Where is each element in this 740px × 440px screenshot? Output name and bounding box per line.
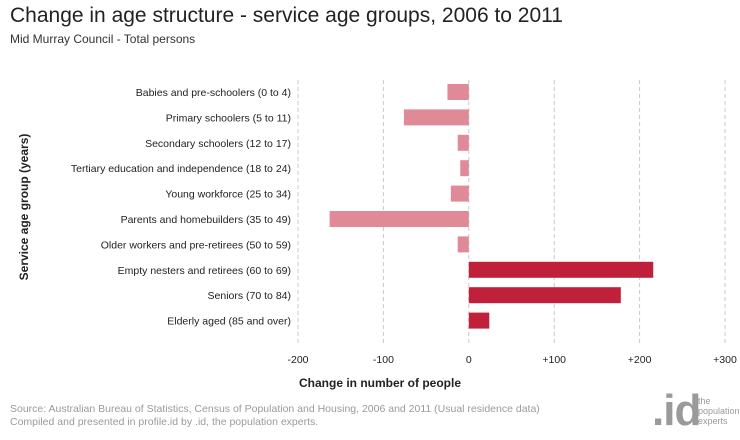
x-tick-label: -100	[373, 354, 394, 366]
y-axis-title: Service age group (years)	[17, 134, 31, 281]
compiled-note: Compiled and presented in profile.id by …	[10, 416, 319, 428]
page-title: Change in age structure - service age gr…	[10, 4, 563, 27]
category-label: Babies and pre-schoolers (0 to 4)	[136, 87, 291, 99]
tick-labels: -200 -100 0 +100 +200 +300	[287, 354, 736, 366]
bar[interactable]	[457, 236, 469, 253]
bars	[329, 84, 654, 329]
category-label: Secondary schoolers (12 to 17)	[145, 138, 291, 150]
bar[interactable]	[468, 261, 654, 278]
x-axis-title: Change in number of people	[299, 376, 461, 390]
page-subtitle: Mid Murray Council - Total persons	[10, 32, 196, 46]
id-logo[interactable]: .id the population experts	[652, 386, 740, 438]
bar[interactable]	[450, 185, 469, 202]
category-labels: Babies and pre-schoolers (0 to 4) Primary…	[71, 87, 291, 328]
category-label: Older workers and pre-retirees (50 to 59…	[101, 239, 291, 251]
bar-chart: Babies and pre-schoolers (0 to 4) Primary…	[17, 80, 737, 390]
x-tick-label: +200	[628, 354, 652, 366]
bar[interactable]	[447, 84, 469, 100]
bar[interactable]	[468, 287, 621, 304]
x-tick-label: +100	[542, 354, 566, 366]
footer: Source: Australian Bureau of Statistics,…	[10, 403, 540, 429]
category-label: Empty nesters and retirees (60 to 69)	[118, 265, 291, 277]
id-logo-tagline: the population experts	[698, 396, 740, 426]
category-label: Seniors (70 to 84)	[208, 290, 291, 302]
id-logo-mark: .id	[652, 386, 701, 435]
x-tick-label: -200	[287, 354, 308, 366]
bar[interactable]	[468, 312, 490, 329]
category-label: Young workforce (25 to 34)	[165, 189, 291, 201]
bar[interactable]	[403, 109, 469, 126]
category-label: Primary schoolers (5 to 11)	[166, 112, 291, 124]
bar[interactable]	[460, 160, 469, 177]
category-label: Elderly aged (85 and over)	[167, 316, 291, 328]
category-label: Parents and homebuilders (35 to 49)	[121, 214, 291, 226]
x-tick-label: +300	[713, 354, 737, 366]
bar[interactable]	[457, 134, 469, 151]
source-note: Source: Australian Bureau of Statistics,…	[10, 403, 540, 415]
category-label: Tertiary education and independence (18 …	[71, 163, 291, 175]
x-tick-label: 0	[466, 354, 472, 366]
bar[interactable]	[329, 211, 469, 227]
